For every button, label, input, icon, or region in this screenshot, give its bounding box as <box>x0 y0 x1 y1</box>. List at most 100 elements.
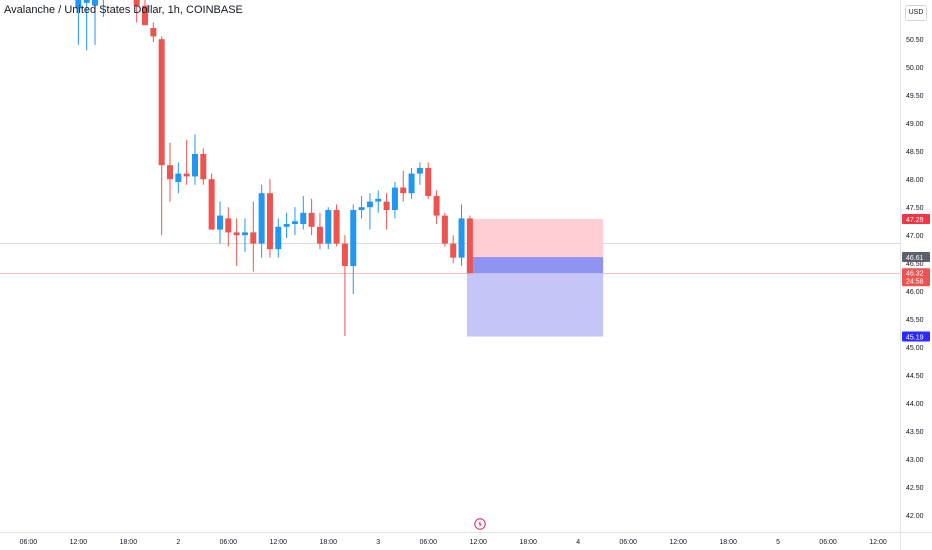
candle-body <box>366 201 373 208</box>
candle-body <box>308 212 315 227</box>
target-price-label: 45.19 <box>906 335 924 342</box>
price-tick-label: 46.00 <box>906 289 924 296</box>
last-price-label: 46.32 <box>906 270 924 277</box>
price-tick-label: 45.00 <box>906 345 924 352</box>
candle-body <box>266 193 273 250</box>
candle[interactable] <box>375 190 382 213</box>
candle[interactable] <box>350 204 357 294</box>
candle[interactable] <box>191 134 198 185</box>
candle[interactable] <box>333 204 340 247</box>
candle[interactable] <box>366 193 373 230</box>
candle[interactable] <box>142 0 149 26</box>
currency-button[interactable]: USD <box>905 5 927 21</box>
price-tick-label: 49.00 <box>906 121 924 128</box>
candle-body <box>416 168 423 174</box>
candle[interactable] <box>316 212 323 250</box>
candle-body <box>241 232 248 236</box>
candle-body <box>183 173 190 177</box>
candle[interactable] <box>341 235 348 336</box>
candle[interactable] <box>225 207 232 247</box>
time-tick-label: 06:00 <box>419 539 437 546</box>
candle-body <box>341 243 348 266</box>
time-tick-label: 3 <box>376 539 380 546</box>
candle-body <box>208 179 215 230</box>
price-tick-label: 46.50 <box>906 261 924 268</box>
candle[interactable] <box>266 179 273 258</box>
candle[interactable] <box>100 0 106 17</box>
short-position-tool[interactable] <box>466 218 604 337</box>
candle[interactable] <box>400 170 407 202</box>
candle[interactable] <box>200 148 207 185</box>
last-price-label-bg <box>902 268 930 287</box>
candle[interactable] <box>83 0 90 51</box>
candle-body <box>158 39 165 166</box>
time-tick-label: 12:00 <box>869 539 887 546</box>
candle[interactable] <box>250 201 257 272</box>
time-axis[interactable]: 06:00 12:00 18:00 2 06:00 12:00 18:00 3 06:00 12:… <box>0 532 932 547</box>
take-profit-zone[interactable] <box>466 273 604 337</box>
candle[interactable] <box>150 22 157 42</box>
candle-body <box>391 187 398 210</box>
candle[interactable] <box>133 0 140 23</box>
candle[interactable] <box>408 168 415 199</box>
candle[interactable] <box>167 142 173 202</box>
price-tick-label: 48.50 <box>906 149 924 156</box>
stop-loss-zone[interactable] <box>466 218 604 258</box>
candle[interactable] <box>308 198 315 236</box>
tradingview-logo-icon[interactable] <box>474 518 486 530</box>
candle-body <box>358 207 365 210</box>
candle[interactable] <box>391 182 398 219</box>
candle[interactable] <box>383 193 390 230</box>
candle[interactable] <box>425 162 432 199</box>
price-tick-label: 49.50 <box>906 93 924 100</box>
price-tick-label: 42.00 <box>906 513 924 520</box>
candle-body <box>400 187 407 194</box>
time-tick-label: 18:00 <box>320 539 338 546</box>
candle-body <box>167 165 173 180</box>
time-tick-label: 12:00 <box>669 539 687 546</box>
candle[interactable] <box>75 0 82 45</box>
candle[interactable] <box>233 218 240 266</box>
bar-countdown-label: 24:58 <box>906 278 924 285</box>
candle[interactable] <box>450 235 457 264</box>
price-tick-label: 48.00 <box>906 177 924 184</box>
horizontal-lines <box>0 243 900 274</box>
time-tick-label: 5 <box>776 539 780 546</box>
candle[interactable] <box>325 207 332 250</box>
candle[interactable] <box>283 212 290 238</box>
candle-body <box>316 226 323 244</box>
candle-body <box>325 210 332 244</box>
time-tick-label: 06:00 <box>220 539 238 546</box>
candle[interactable] <box>216 201 223 244</box>
candle-body <box>466 218 473 274</box>
candle[interactable] <box>358 196 365 219</box>
price-tick-label: 45.50 <box>906 317 924 324</box>
candle-body <box>283 224 290 227</box>
candle[interactable] <box>175 162 182 194</box>
candle[interactable] <box>291 207 298 236</box>
candle[interactable] <box>433 190 440 224</box>
time-tick-label: 12:00 <box>70 539 88 546</box>
candle[interactable] <box>300 196 307 230</box>
candle[interactable] <box>416 162 423 185</box>
candle[interactable] <box>258 184 265 258</box>
entry-band[interactable] <box>466 257 604 274</box>
price-tick-label: 50.50 <box>906 37 924 44</box>
candle-body <box>225 218 232 233</box>
current-price-label: 46.61 <box>906 255 924 262</box>
candle[interactable] <box>441 212 448 247</box>
price-tick-label: 47.50 <box>906 205 924 212</box>
candle[interactable] <box>275 218 282 258</box>
candle[interactable] <box>241 218 248 252</box>
candle[interactable] <box>92 0 99 45</box>
candle[interactable] <box>208 173 215 230</box>
candle[interactable] <box>458 204 465 266</box>
price-axis[interactable]: 50.50 50.00 49.50 49.00 48.50 48.00 47.50 47.00… <box>900 0 924 550</box>
candle[interactable] <box>183 140 190 185</box>
price-tick-label: 43.00 <box>906 457 924 464</box>
candle[interactable] <box>466 215 473 274</box>
current-price-label-bg <box>902 252 930 263</box>
candle[interactable] <box>158 36 165 236</box>
